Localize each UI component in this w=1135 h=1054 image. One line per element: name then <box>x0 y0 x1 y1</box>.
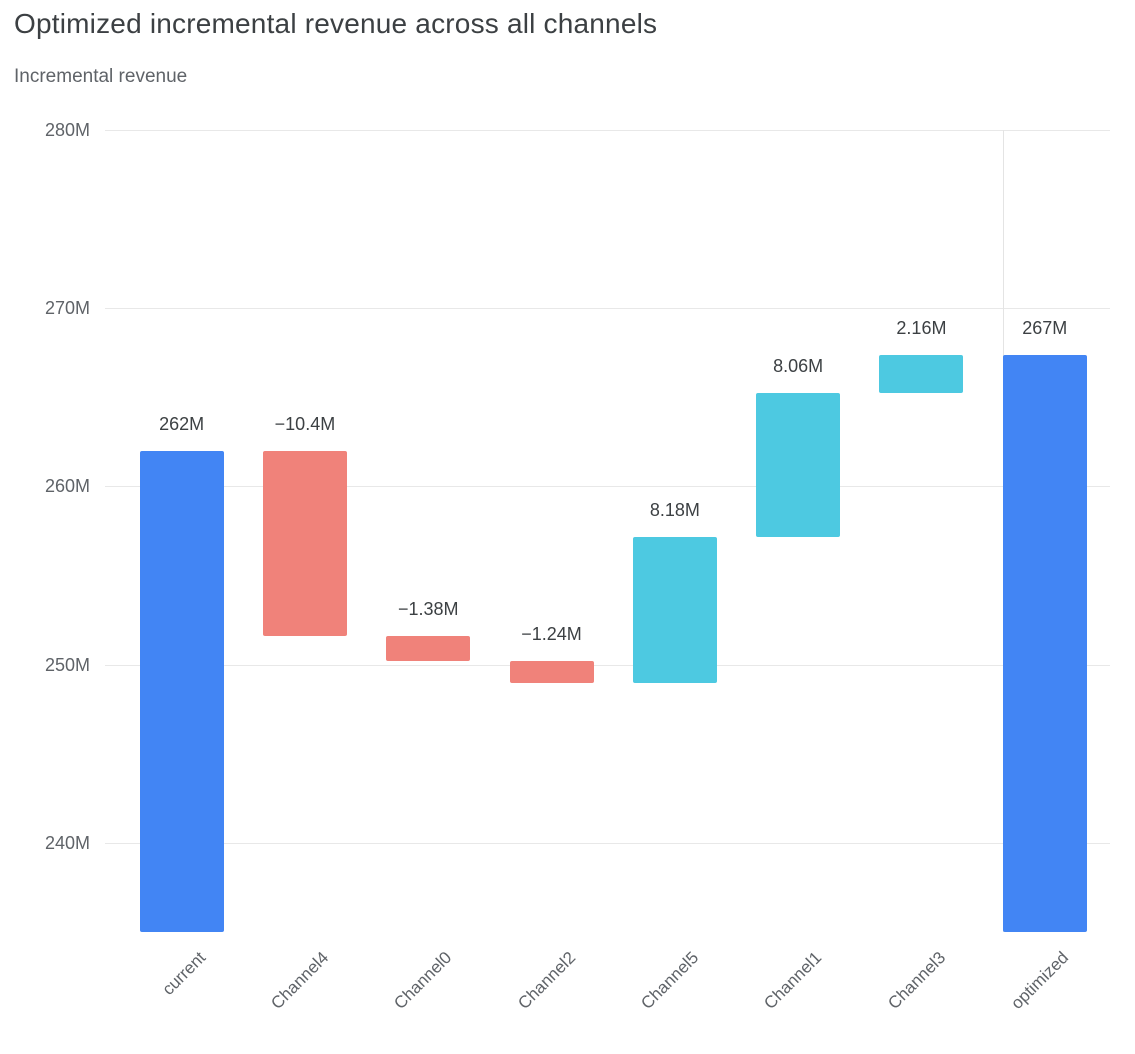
gridline <box>105 308 1110 310</box>
gridline <box>105 486 1110 488</box>
gridline <box>105 664 1110 666</box>
waterfall-bar-Channel5[interactable] <box>632 537 717 683</box>
x-tick-label-Channel3: Channel3 <box>883 948 949 1013</box>
waterfall-bar-current[interactable] <box>139 450 224 932</box>
bar-value-label: 262M <box>159 413 205 434</box>
bar-value-label: 267M <box>1022 317 1068 338</box>
bar-value-label: 8.18M <box>649 500 700 521</box>
gridline <box>105 130 1110 131</box>
y-tick-label: 240M <box>44 832 90 853</box>
x-tick-label-optimized: optimized <box>1007 948 1073 1013</box>
x-tick-label-Channel1: Channel1 <box>760 948 826 1013</box>
chart-title: Optimized incremental revenue across all… <box>14 8 658 39</box>
x-tick-label-Channel5: Channel5 <box>637 948 703 1013</box>
waterfall-bar-Channel3[interactable] <box>879 354 964 394</box>
x-tick-label-Channel4: Channel4 <box>267 948 333 1013</box>
waterfall-bar-Channel2[interactable] <box>509 660 594 683</box>
waterfall-bar-optimized[interactable] <box>1002 354 1087 932</box>
waterfall-bar-Channel4[interactable] <box>262 450 347 637</box>
y-tick-label: 250M <box>44 654 90 675</box>
y-tick-label: 260M <box>44 476 90 497</box>
x-tick-label-Channel2: Channel2 <box>514 948 579 1013</box>
waterfall-bar-Channel1[interactable] <box>756 393 841 538</box>
bar-value-label: −1.24M <box>521 623 582 644</box>
y-tick-label: 270M <box>44 298 90 319</box>
y-tick-label: 280M <box>44 120 90 140</box>
bar-value-label: 8.06M <box>773 356 824 377</box>
x-tick-label-current: current <box>158 948 210 999</box>
bar-value-label: −1.38M <box>397 599 459 620</box>
bar-value-label: −10.4M <box>274 413 336 434</box>
gridline <box>105 842 1110 844</box>
x-tick-label-Channel0: Channel0 <box>390 948 456 1013</box>
bar-value-label: 2.16M <box>896 317 947 338</box>
waterfall-bar-Channel0[interactable] <box>386 636 471 661</box>
y-axis-title: Incremental revenue <box>14 66 188 87</box>
plot-area: 240M 250M 260M 270M 280M 262M current −10.4M Cha… <box>45 120 1110 1013</box>
